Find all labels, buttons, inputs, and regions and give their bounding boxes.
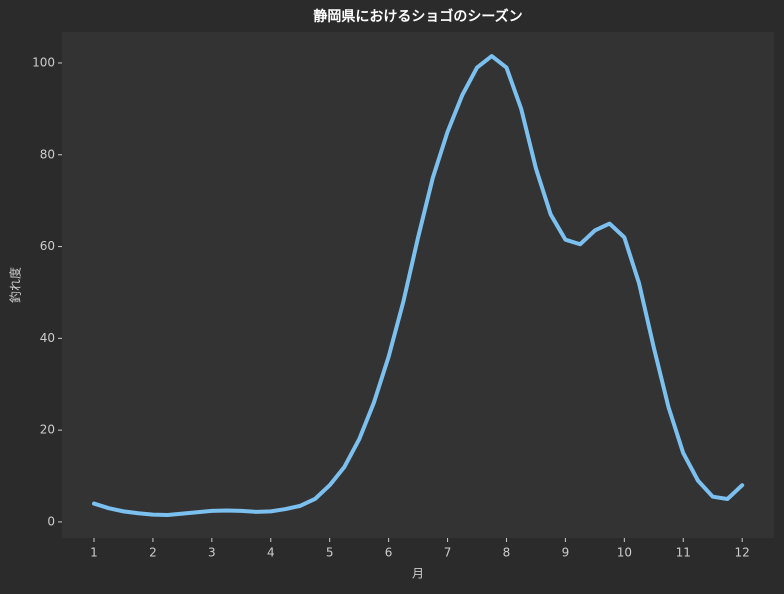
chart-title: 静岡県におけるショゴのシーズン bbox=[313, 8, 522, 25]
x-tick-label: 1 bbox=[90, 546, 98, 560]
y-tick-label: 100 bbox=[32, 55, 55, 69]
x-tick-label: 6 bbox=[385, 546, 393, 560]
x-tick-label: 9 bbox=[562, 546, 570, 560]
y-tick-label: 80 bbox=[40, 147, 55, 161]
plot-area bbox=[62, 32, 774, 538]
y-tick-label: 60 bbox=[40, 239, 55, 253]
x-tick-label: 2 bbox=[149, 546, 157, 560]
line-series bbox=[91, 54, 745, 518]
y-axis-label: 釣れ度 bbox=[8, 267, 23, 303]
x-tick-label: 11 bbox=[676, 546, 691, 560]
x-tick-label: 12 bbox=[735, 546, 750, 560]
y-tick-label: 0 bbox=[47, 514, 55, 528]
x-tick-label: 3 bbox=[208, 546, 216, 560]
x-tick-label: 7 bbox=[444, 546, 452, 560]
y-tick-label: 20 bbox=[40, 423, 55, 437]
x-axis-label: 月 bbox=[412, 567, 424, 581]
x-tick-label: 4 bbox=[267, 546, 275, 560]
x-tick-label: 8 bbox=[503, 546, 511, 560]
x-tick-label: 5 bbox=[326, 546, 334, 560]
x-tick-label: 10 bbox=[617, 546, 632, 560]
y-tick-label: 40 bbox=[40, 331, 55, 345]
